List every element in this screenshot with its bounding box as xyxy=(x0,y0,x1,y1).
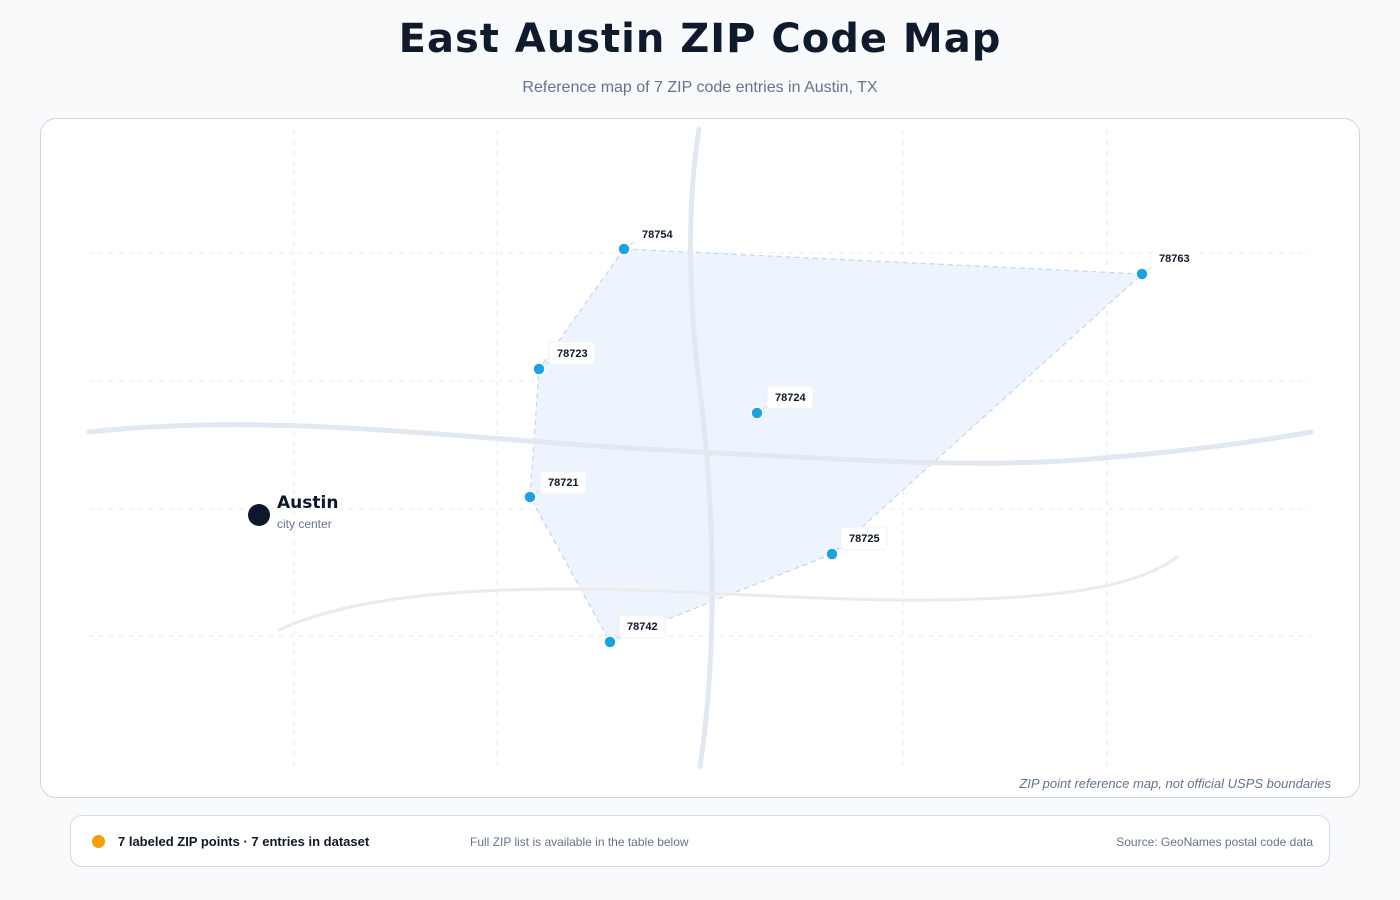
zip-point-78721[interactable]: 78721 xyxy=(523,470,587,504)
zip-label: 78742 xyxy=(627,621,658,633)
zip-label: 78723 xyxy=(557,348,588,360)
road-north-south xyxy=(688,126,715,770)
zip-marker[interactable] xyxy=(532,362,546,376)
map-canvas[interactable]: Austin city center 78754 78763 78723 xyxy=(41,119,1359,797)
zip-marker[interactable] xyxy=(523,490,537,504)
legend-dot-icon xyxy=(92,835,105,848)
legend-summary: 7 labeled ZIP points · 7 entries in data… xyxy=(118,834,370,849)
data-source: Source: GeoNames postal code data xyxy=(1116,835,1313,849)
road-east-west xyxy=(86,422,1314,466)
zip-point-78742[interactable]: 78742 xyxy=(603,614,666,649)
zip-point-78754[interactable]: 78754 xyxy=(617,223,679,256)
zip-label: 78754 xyxy=(642,229,673,241)
road-south xyxy=(277,555,1179,632)
city-name: Austin xyxy=(277,493,338,513)
city-center-dot xyxy=(248,504,270,526)
zip-label: 78725 xyxy=(849,533,880,545)
zip-marker[interactable] xyxy=(825,547,839,561)
zip-marker[interactable] xyxy=(603,635,617,649)
zip-point-78763[interactable]: 78763 xyxy=(1135,247,1196,281)
zip-label-box xyxy=(840,526,888,551)
map-panel[interactable]: Austin city center 78754 78763 78723 xyxy=(40,118,1360,798)
zip-label-box xyxy=(766,385,814,410)
map-disclaimer: ZIP point reference map, not official US… xyxy=(1019,776,1331,791)
city-sublabel: city center xyxy=(277,517,332,531)
table-hint: Full ZIP list is available in the table … xyxy=(470,835,689,849)
zip-label-box xyxy=(539,470,587,495)
zip-label-box xyxy=(618,614,666,639)
zip-point-78723[interactable]: 78723 xyxy=(532,341,596,376)
zip-label-box xyxy=(635,223,679,244)
zip-label: 78724 xyxy=(775,392,806,404)
zip-marker[interactable] xyxy=(617,242,631,256)
zip-marker[interactable] xyxy=(750,406,764,420)
city-center-marker[interactable]: Austin city center xyxy=(248,493,338,531)
zip-marker[interactable] xyxy=(1135,267,1149,281)
zip-label: 78721 xyxy=(548,477,579,489)
zip-label-box xyxy=(1152,247,1196,268)
zip-label: 78763 xyxy=(1159,253,1190,265)
zip-label-box xyxy=(548,341,596,366)
map-legend-bar: 7 labeled ZIP points · 7 entries in data… xyxy=(70,815,1330,867)
page-title: East Austin ZIP Code Map xyxy=(398,16,1002,62)
zip-point-78724[interactable]: 78724 xyxy=(750,385,814,420)
zip-point-78725[interactable]: 78725 xyxy=(825,526,888,561)
page-subtitle: Reference map of 7 ZIP code entries in A… xyxy=(522,79,878,96)
